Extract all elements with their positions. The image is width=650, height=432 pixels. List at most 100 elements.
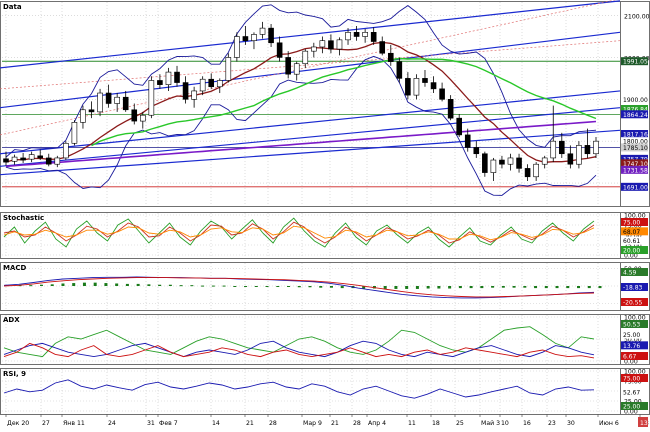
price-label-box	[621, 165, 648, 174]
panel-title: Data	[3, 3, 22, 11]
macd-histogram-bar	[233, 286, 237, 287]
candle	[242, 36, 249, 41]
indicator-label: 60.61	[623, 238, 640, 245]
candle	[63, 142, 69, 159]
candle	[405, 78, 411, 96]
x-tick-label: Янв 11	[63, 420, 85, 427]
macd-histogram-bar	[147, 284, 151, 286]
candle	[319, 40, 326, 48]
y-tick-label: 100.00	[624, 213, 646, 220]
macd-histogram-bar	[362, 286, 366, 289]
corner-button-label: 13	[640, 420, 648, 427]
corner-button[interactable]	[638, 417, 648, 427]
panel-frame	[0, 314, 650, 365]
candle	[584, 145, 591, 155]
indicator-label-box	[621, 352, 648, 360]
y-tick-label: 2100.00	[624, 14, 650, 21]
candle	[422, 78, 428, 83]
candle	[370, 32, 377, 42]
macd-histogram-bar	[50, 284, 54, 286]
indicator-series-line	[3, 340, 595, 358]
panel-4: ADX 100.00 50.00 0.00 50.53 25.00 13.76 6.67	[0, 314, 650, 366]
x-tick-label: 16	[523, 420, 531, 427]
macd-histogram-bar	[82, 282, 86, 286]
y-tick-label: 50.00	[624, 337, 642, 344]
candle	[379, 41, 386, 54]
x-tick-label: 28	[269, 420, 277, 427]
candle	[208, 78, 215, 88]
x-tick-label: Май 3	[481, 419, 500, 427]
price-label: 1691.00	[623, 184, 648, 191]
panel-title: Stochastic	[3, 214, 44, 222]
indicator-label-box	[621, 236, 648, 245]
macd-histogram-bar	[394, 286, 398, 289]
price-label-box	[621, 159, 648, 168]
candle	[182, 82, 189, 100]
price-label-box	[621, 154, 648, 163]
price-label: 1747.10	[623, 161, 648, 168]
panel-title: MACD	[3, 264, 27, 272]
candle	[105, 92, 112, 104]
candle	[353, 32, 360, 37]
price-label: 1785.10	[623, 145, 648, 152]
indicator-series-line	[3, 221, 595, 244]
candle	[131, 109, 138, 122]
indicator-series-line	[3, 342, 595, 359]
candle	[71, 122, 78, 144]
candle	[396, 61, 403, 79]
y-tick-label: 100.00	[624, 369, 646, 376]
macd-histogram-bar	[458, 286, 462, 289]
x-axis: Дек 20 27 Янв 11 24 31 Фев 7 14 21 28 Мар 9 21 28 Ап…	[0, 414, 650, 427]
moving-average-mid	[91, 57, 597, 147]
candle	[541, 157, 548, 165]
candle	[191, 90, 197, 100]
macd-histogram-bar	[469, 286, 473, 289]
candle	[567, 153, 574, 165]
channel-line	[0, 90, 621, 155]
macd-histogram-bar	[72, 283, 76, 286]
indicator-label-box	[621, 268, 648, 276]
price-label: 1864.24	[623, 112, 648, 119]
x-tick-label: 10	[501, 420, 509, 427]
x-tick-label: 21	[246, 420, 254, 427]
macd-histogram-bar	[437, 286, 441, 289]
bollinger-upper	[5, 4, 597, 158]
macd-histogram-bar	[512, 286, 516, 288]
y-tick-label: 0.00	[624, 253, 638, 260]
candle	[387, 52, 394, 62]
price-label-box	[621, 143, 648, 152]
bollinger-lower	[5, 55, 597, 196]
macd-histogram-bar	[254, 286, 258, 287]
indicator-label-box	[621, 330, 648, 339]
candle	[3, 158, 9, 163]
candle	[114, 96, 120, 104]
macd-histogram-bar	[383, 286, 387, 289]
macd-histogram-bar	[93, 282, 97, 286]
macd-histogram-bar	[491, 286, 495, 288]
price-label-box	[621, 105, 648, 114]
candle	[302, 50, 309, 65]
price-label-box	[621, 130, 648, 139]
price-label-box	[621, 57, 648, 66]
indicator-label-box	[621, 227, 648, 236]
macd-histogram-bar	[61, 283, 65, 286]
macd-histogram-bar	[104, 283, 108, 286]
macd-histogram-bar	[125, 283, 129, 286]
panel-title: ADX	[3, 316, 20, 324]
candle	[20, 157, 26, 161]
trend-line-dotted	[0, 0, 617, 136]
x-tick-label: Фев 7	[159, 420, 178, 427]
moving-average-slow	[5, 120, 597, 168]
candle	[311, 46, 317, 52]
macd-histogram-bar	[598, 286, 602, 289]
price-label: 1900.00	[623, 97, 648, 104]
macd-histogram-bar	[222, 285, 226, 287]
indicator-label: -20.55	[623, 300, 643, 307]
channel-line	[0, 107, 621, 167]
indicator-label-box	[621, 341, 648, 350]
macd-histogram-bar	[179, 285, 183, 287]
panel-2: Stochastic100.0075.0050.0025.000.0075.00…	[0, 212, 650, 260]
x-tick-label: Апр 4	[368, 420, 386, 427]
